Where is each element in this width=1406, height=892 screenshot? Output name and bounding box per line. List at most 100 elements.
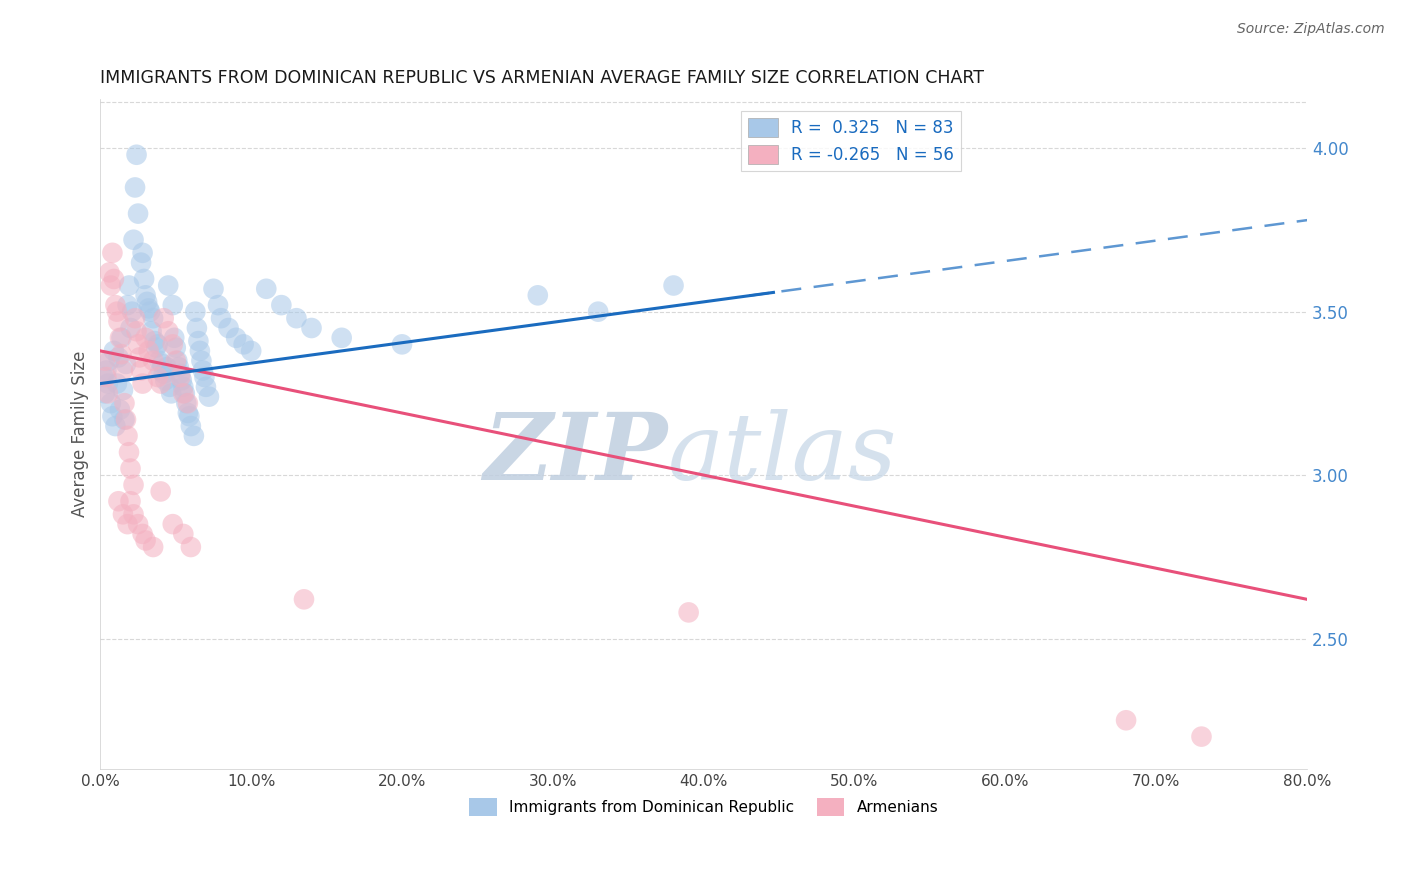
Point bbox=[191, 363, 214, 377]
Point bbox=[131, 527, 153, 541]
Point bbox=[172, 380, 194, 394]
Point bbox=[167, 360, 190, 375]
Point bbox=[107, 314, 129, 328]
Point bbox=[139, 304, 162, 318]
Point bbox=[142, 353, 165, 368]
Point bbox=[162, 337, 184, 351]
Point bbox=[110, 331, 132, 345]
Point bbox=[193, 370, 215, 384]
Point bbox=[107, 351, 129, 365]
Point bbox=[120, 461, 142, 475]
Point bbox=[163, 331, 186, 345]
Point bbox=[108, 402, 131, 417]
Legend: Immigrants from Dominican Republic, Armenians: Immigrants from Dominican Republic, Arme… bbox=[463, 792, 945, 822]
Point bbox=[131, 245, 153, 260]
Point bbox=[162, 517, 184, 532]
Point bbox=[127, 206, 149, 220]
Point bbox=[254, 282, 277, 296]
Point bbox=[105, 376, 128, 391]
Point bbox=[149, 363, 172, 377]
Point bbox=[166, 353, 188, 368]
Point bbox=[107, 494, 129, 508]
Point bbox=[100, 396, 122, 410]
Point bbox=[98, 353, 121, 368]
Point bbox=[110, 347, 132, 361]
Point bbox=[159, 380, 181, 394]
Point bbox=[141, 324, 163, 338]
Point bbox=[122, 233, 145, 247]
Point bbox=[105, 304, 128, 318]
Point bbox=[136, 294, 159, 309]
Point bbox=[330, 331, 353, 345]
Point bbox=[96, 370, 118, 384]
Point bbox=[121, 304, 143, 318]
Point bbox=[142, 540, 165, 554]
Point bbox=[207, 298, 229, 312]
Point bbox=[188, 343, 211, 358]
Point bbox=[122, 508, 145, 522]
Point bbox=[100, 278, 122, 293]
Point bbox=[180, 540, 202, 554]
Text: atlas: atlas bbox=[668, 409, 897, 500]
Point bbox=[202, 282, 225, 296]
Point bbox=[232, 337, 254, 351]
Point bbox=[118, 445, 141, 459]
Point bbox=[97, 386, 120, 401]
Point bbox=[170, 373, 193, 387]
Point bbox=[138, 301, 160, 316]
Point bbox=[662, 278, 685, 293]
Point bbox=[131, 376, 153, 391]
Point bbox=[104, 298, 127, 312]
Point bbox=[169, 367, 191, 381]
Point bbox=[160, 386, 183, 401]
Point bbox=[125, 324, 148, 338]
Point bbox=[209, 311, 232, 326]
Point bbox=[149, 484, 172, 499]
Point bbox=[176, 396, 198, 410]
Point bbox=[150, 357, 173, 371]
Point bbox=[103, 343, 125, 358]
Point bbox=[198, 390, 221, 404]
Point bbox=[155, 373, 177, 387]
Point bbox=[114, 412, 136, 426]
Point bbox=[128, 351, 150, 365]
Point bbox=[115, 357, 138, 371]
Point bbox=[108, 331, 131, 345]
Point bbox=[135, 288, 157, 302]
Point bbox=[117, 517, 139, 532]
Point bbox=[218, 321, 240, 335]
Point bbox=[156, 360, 179, 375]
Point bbox=[187, 334, 209, 348]
Point bbox=[98, 265, 121, 279]
Point bbox=[678, 606, 700, 620]
Point bbox=[125, 147, 148, 161]
Point bbox=[129, 363, 152, 377]
Point bbox=[146, 337, 169, 351]
Point bbox=[148, 353, 170, 368]
Point bbox=[101, 245, 124, 260]
Point bbox=[186, 321, 208, 335]
Point bbox=[96, 363, 118, 377]
Point bbox=[172, 386, 194, 401]
Point bbox=[1191, 730, 1213, 744]
Text: ZIP: ZIP bbox=[484, 409, 668, 500]
Point bbox=[165, 341, 187, 355]
Point bbox=[120, 321, 142, 335]
Point bbox=[132, 272, 155, 286]
Point bbox=[165, 353, 187, 368]
Point bbox=[1115, 713, 1137, 727]
Point bbox=[526, 288, 548, 302]
Point bbox=[194, 380, 217, 394]
Point bbox=[240, 343, 263, 358]
Point bbox=[117, 429, 139, 443]
Point bbox=[138, 343, 160, 358]
Point bbox=[152, 311, 174, 326]
Point bbox=[285, 311, 308, 326]
Point bbox=[103, 272, 125, 286]
Point bbox=[177, 396, 200, 410]
Text: IMMIGRANTS FROM DOMINICAN REPUBLIC VS ARMENIAN AVERAGE FAMILY SIZE CORRELATION C: IMMIGRANTS FROM DOMINICAN REPUBLIC VS AR… bbox=[100, 69, 984, 87]
Point bbox=[149, 376, 172, 391]
Point bbox=[101, 409, 124, 424]
Text: Source: ZipAtlas.com: Source: ZipAtlas.com bbox=[1237, 22, 1385, 37]
Point bbox=[391, 337, 413, 351]
